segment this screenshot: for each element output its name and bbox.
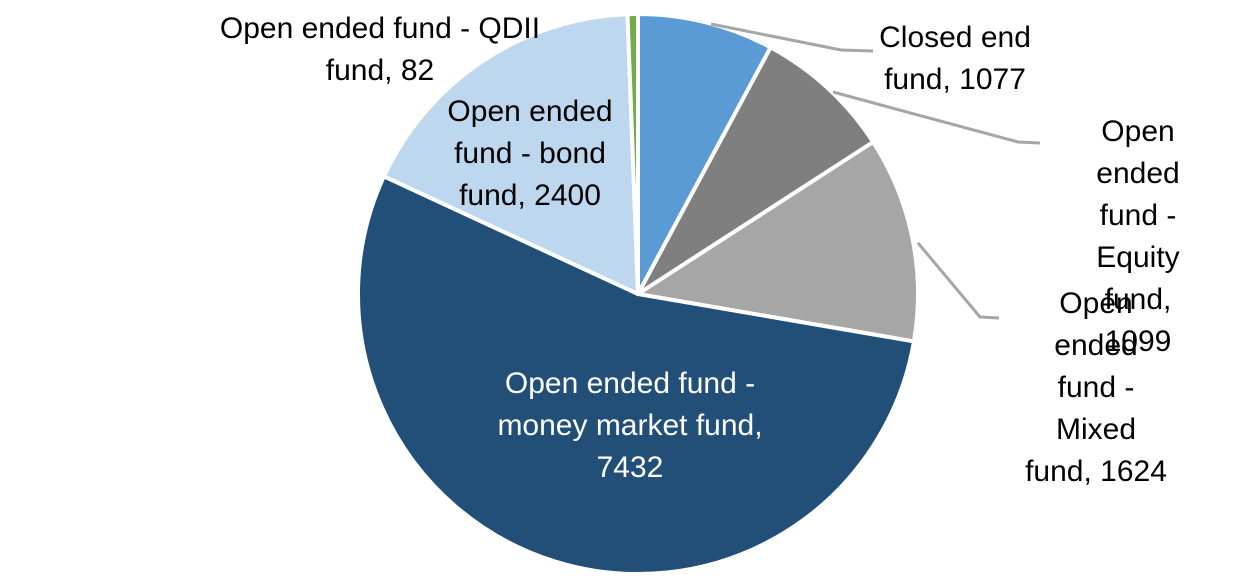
pie-label-closed-end-fund: Closed end fund, 1077 (879, 21, 1031, 96)
pie-slice-2 (636, 45, 876, 296)
pie-label-open-ended-mixed-fund: Open ended fund - Mixed fund, 1624 (1025, 287, 1167, 488)
leader-line-2 (832, 90, 1041, 145)
pie-slice-3 (636, 140, 920, 344)
pie-slice-1 (636, 12, 773, 296)
pie-slices (356, 12, 920, 576)
pie-slice-5 (381, 12, 640, 296)
pie-slice-4 (356, 174, 916, 576)
pie-label-open-ended-equity-fund: Open ended fund - Equity fund, 1099 (1096, 115, 1180, 358)
label-leader-lines (710, 22, 1041, 320)
pie-label-open-ended-money-market-fund: Open ended fund - money market fund, 743… (497, 367, 763, 484)
pie-label-open-ended-bond-fund: Open ended fund - bond fund, 2400 (447, 95, 613, 212)
pie-slice-6 (625, 12, 640, 296)
pie-label-open-ended-qdii-fund: Open ended fund - QDII fund, 82 (219, 12, 541, 87)
leader-line-1 (710, 22, 874, 53)
leader-line-3 (916, 242, 1000, 320)
